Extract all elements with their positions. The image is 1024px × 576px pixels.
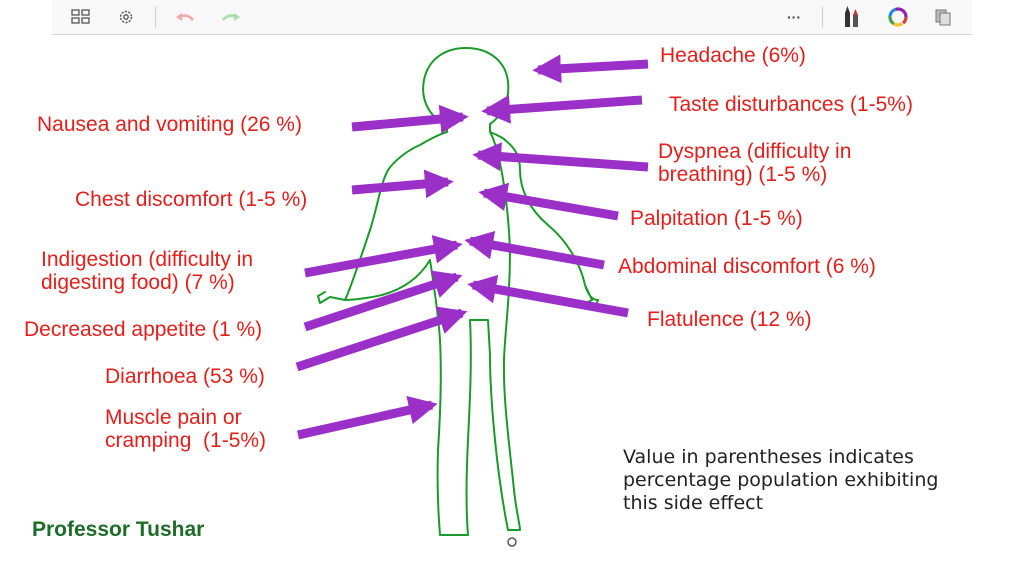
arrow-nausea	[351, 104, 469, 134]
arrow-headache	[532, 54, 649, 84]
pens-icon[interactable]	[839, 5, 865, 29]
label-nausea-vomiting: Nausea and vomiting (26 %)	[37, 113, 302, 136]
label-palpitation: Palpitation (1-5 %)	[630, 207, 803, 230]
label-flatulence: Flatulence (12 %)	[647, 308, 812, 331]
arrow-muscle	[297, 395, 438, 440]
arrow-palpitation	[478, 182, 619, 221]
arrow-indigestion	[304, 235, 463, 278]
pen-cursor-icon	[507, 537, 517, 547]
toolbar-divider	[155, 6, 156, 28]
redo-arrow-icon[interactable]	[218, 5, 244, 29]
color-wheel-icon[interactable]	[885, 5, 911, 29]
arrow-flatulence	[467, 274, 629, 318]
left-margin	[0, 0, 52, 576]
author-credit: Professor Tushar	[32, 518, 205, 541]
label-muscle-pain: Muscle pain or cramping (1-5%)	[105, 406, 267, 452]
label-abdominal-discomfort: Abdominal discomfort (6 %)	[618, 255, 876, 278]
label-taste-disturbances: Taste disturbances (1-5%)	[669, 93, 913, 116]
legend-note: Value in parentheses indicates percentag…	[623, 446, 939, 514]
arrow-dyspnea	[472, 142, 649, 172]
right-margin	[972, 0, 1024, 576]
label-decreased-appetite: Decreased appetite (1 %)	[24, 318, 263, 341]
label-headache: Headache (6%)	[660, 44, 806, 67]
label-chest-discomfort: Chest discomfort (1-5 %)	[75, 188, 308, 211]
label-indigestion: Indigestion (difficulty in digesting foo…	[41, 248, 254, 294]
whiteboard-toolbar: ···	[52, 0, 972, 35]
toolbar-divider	[822, 6, 823, 28]
whiteboard-canvas[interactable]	[52, 35, 972, 576]
label-dyspnea: Dyspnea (difficulty in breathing) (1-5 %…	[658, 140, 852, 186]
more-options-icon[interactable]: ···	[787, 9, 801, 25]
arrow-diarrhoea	[295, 306, 468, 372]
settings-gear-icon[interactable]	[113, 5, 139, 29]
copy-pages-icon[interactable]	[930, 5, 956, 29]
arrow-appetite	[303, 270, 463, 332]
undo-arrow-icon[interactable]	[172, 5, 198, 29]
grid-icon[interactable]	[68, 5, 94, 29]
arrow-chest	[351, 169, 454, 199]
label-diarrhoea: Diarrhoea (53 %)	[105, 365, 265, 388]
arrow-taste	[481, 95, 643, 124]
human-body-outline	[317, 47, 599, 536]
arrow-abdominal	[464, 230, 605, 270]
